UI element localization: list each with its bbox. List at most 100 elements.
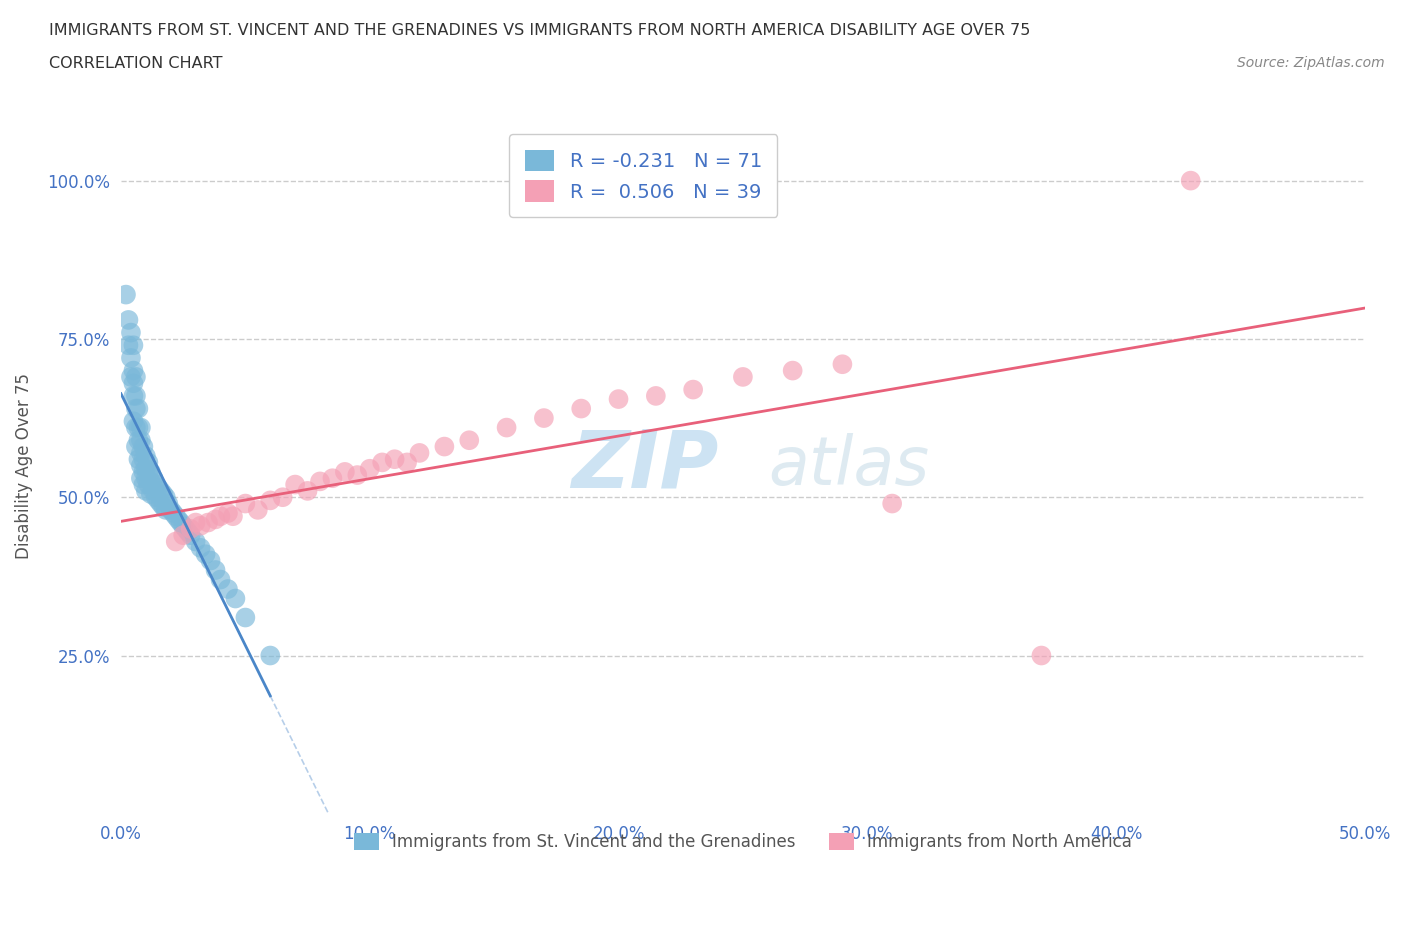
Point — [359, 461, 381, 476]
Point — [125, 420, 148, 435]
Point — [148, 480, 170, 495]
Point — [122, 414, 145, 429]
Point — [246, 502, 269, 517]
Point — [132, 477, 155, 492]
Point — [129, 471, 152, 485]
Point — [271, 490, 294, 505]
Text: ZIP: ZIP — [571, 427, 718, 505]
Point — [120, 369, 142, 384]
Point — [129, 420, 152, 435]
Point — [117, 338, 139, 352]
Point — [170, 515, 193, 530]
Text: Source: ZipAtlas.com: Source: ZipAtlas.com — [1237, 56, 1385, 70]
Point — [149, 496, 172, 511]
Point — [152, 486, 174, 501]
Point — [125, 439, 148, 454]
Point — [384, 452, 406, 467]
Point — [533, 411, 555, 426]
Point — [309, 474, 332, 489]
Point — [180, 528, 202, 543]
Point — [458, 432, 481, 447]
Point — [120, 351, 142, 365]
Point — [155, 490, 177, 505]
Text: CORRELATION CHART: CORRELATION CHART — [49, 56, 222, 71]
Point — [396, 455, 419, 470]
Point — [184, 534, 207, 549]
Y-axis label: Disability Age Over 75: Disability Age Over 75 — [15, 373, 32, 559]
Point — [149, 484, 172, 498]
Point — [129, 445, 152, 460]
Point — [1180, 173, 1202, 188]
Point — [172, 528, 194, 543]
Point — [190, 518, 212, 533]
Point — [172, 518, 194, 533]
Point — [139, 486, 162, 501]
Point — [157, 496, 180, 511]
Point — [152, 499, 174, 514]
Point — [165, 534, 187, 549]
Point — [209, 509, 232, 524]
Point — [184, 515, 207, 530]
Point — [139, 474, 162, 489]
Point — [371, 455, 394, 470]
Point — [408, 445, 430, 460]
Point — [125, 389, 148, 404]
Point — [235, 496, 257, 511]
Point — [194, 547, 217, 562]
Point — [731, 369, 754, 384]
Point — [132, 464, 155, 479]
Point — [135, 484, 157, 498]
Point — [297, 484, 319, 498]
Point — [129, 432, 152, 447]
Point — [882, 496, 904, 511]
Point — [120, 326, 142, 340]
Point — [644, 389, 666, 404]
Point — [217, 581, 239, 596]
Point — [145, 490, 167, 505]
Point — [162, 506, 184, 521]
Point — [122, 363, 145, 378]
Point — [125, 401, 148, 416]
Point — [197, 515, 219, 530]
Point — [138, 455, 160, 470]
Point — [165, 509, 187, 524]
Point — [782, 363, 804, 378]
Point — [321, 471, 343, 485]
Point — [224, 591, 246, 606]
Point — [132, 439, 155, 454]
Point — [204, 512, 226, 526]
Point — [127, 432, 149, 447]
Point — [259, 648, 281, 663]
Point — [122, 376, 145, 391]
Point — [135, 448, 157, 463]
Point — [127, 420, 149, 435]
Point — [142, 484, 165, 498]
Point — [127, 401, 149, 416]
Point — [222, 509, 245, 524]
Point — [122, 338, 145, 352]
Point — [174, 522, 197, 537]
Point — [135, 461, 157, 476]
Point — [138, 477, 160, 492]
Point — [127, 452, 149, 467]
Point — [180, 522, 202, 537]
Point — [148, 493, 170, 508]
Point — [145, 477, 167, 492]
Point — [138, 464, 160, 479]
Point — [433, 439, 456, 454]
Point — [167, 512, 190, 526]
Point — [346, 468, 368, 483]
Point — [190, 540, 212, 555]
Point — [209, 572, 232, 587]
Point — [115, 287, 138, 302]
Point — [284, 477, 307, 492]
Point — [132, 452, 155, 467]
Point — [200, 553, 222, 568]
Point — [235, 610, 257, 625]
Point — [135, 471, 157, 485]
Point — [1031, 648, 1053, 663]
Point — [125, 369, 148, 384]
Point — [155, 502, 177, 517]
Point — [569, 401, 592, 416]
Point — [122, 389, 145, 404]
